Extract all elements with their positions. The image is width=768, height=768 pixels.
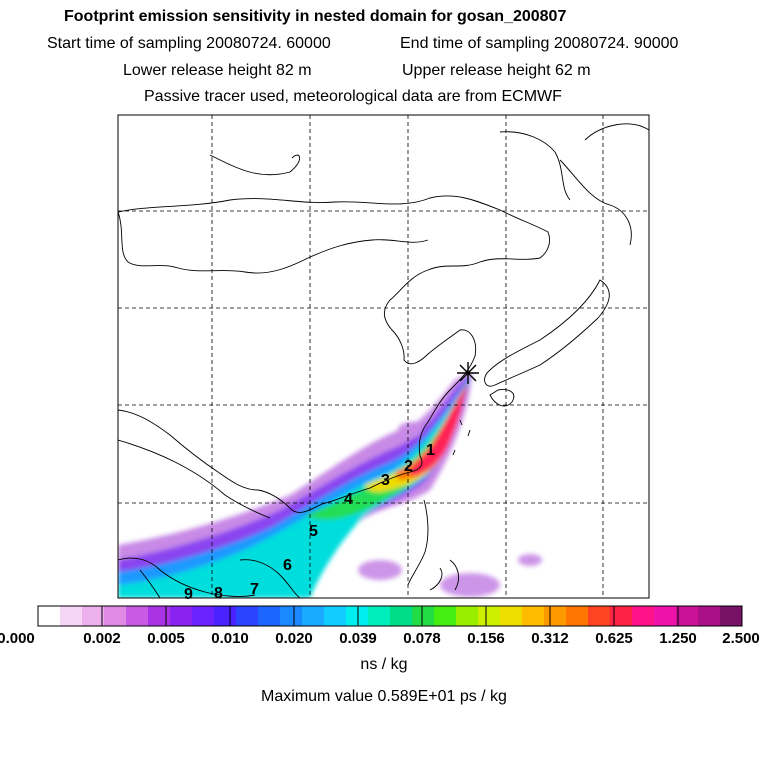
age-class-labels: 1 2 3 4 5 6 7 8 9 — [184, 442, 435, 603]
tracer-info: Passive tracer used, meteorological data… — [144, 88, 562, 105]
colorbar-swatch — [698, 606, 721, 626]
colorbar — [37, 605, 743, 627]
colorbar-tick-10: 1.250 — [659, 630, 697, 647]
colorbar-swatch — [434, 606, 457, 626]
age-label-9: 9 — [184, 586, 193, 603]
colorbar-tick-8: 0.312 — [531, 630, 569, 647]
colorbar-frame — [37, 605, 743, 627]
colorbar-swatch — [412, 606, 435, 626]
colorbar-swatch — [302, 606, 325, 626]
colorbar-swatch — [236, 606, 259, 626]
colorbar-tick-9: 0.625 — [595, 630, 633, 647]
colorbar-swatch — [522, 606, 545, 626]
colorbar-swatch — [478, 606, 501, 626]
colorbar-swatch — [214, 606, 237, 626]
colorbar-swatch — [60, 606, 83, 626]
release-site-marker — [457, 362, 479, 384]
colorbar-swatch — [346, 606, 369, 626]
colorbar-unit: ns / kg — [360, 656, 408, 673]
colorbar-swatch — [192, 606, 215, 626]
footprint-plume — [118, 372, 542, 598]
upper-release-height: Upper release height 62 m — [402, 62, 591, 79]
colorbar-swatch — [148, 606, 171, 626]
age-label-2: 2 — [404, 458, 413, 475]
age-label-3: 3 — [381, 472, 390, 489]
colorbar-tick-7: 0.156 — [467, 630, 505, 647]
colorbar-swatch — [588, 606, 611, 626]
colorbar-swatch — [676, 606, 699, 626]
map-frame — [117, 114, 650, 599]
colorbar-swatch — [390, 606, 413, 626]
max-value: Maximum value 0.589E+01 ps / kg — [261, 688, 507, 705]
colorbar-swatch — [544, 606, 567, 626]
lat-lon-grid — [118, 115, 649, 598]
plot-title: Footprint emission sensitivity in nested… — [64, 8, 567, 25]
colorbar-swatch — [632, 606, 655, 626]
colorbar-swatch — [654, 606, 677, 626]
colorbar-swatch — [258, 606, 281, 626]
colorbar-swatch — [126, 606, 149, 626]
colorbar-tick-5: 0.039 — [339, 630, 377, 647]
colorbar-swatch — [280, 606, 303, 626]
colorbar-swatch — [566, 606, 589, 626]
lower-release-height: Lower release height 82 m — [123, 62, 312, 79]
age-label-4: 4 — [344, 491, 353, 508]
colorbar-tick-1: 0.002 — [83, 630, 121, 647]
age-label-8: 8 — [214, 585, 223, 602]
colorbar-swatch — [368, 606, 391, 626]
colorbar-tick-3: 0.010 — [211, 630, 249, 647]
end-time: End time of sampling 20080724. 90000 — [400, 35, 679, 52]
colorbar-swatch — [38, 606, 61, 626]
colorbar-swatch — [720, 606, 743, 626]
colorbar-swatch — [82, 606, 105, 626]
start-time: Start time of sampling 20080724. 60000 — [47, 35, 331, 52]
colorbar-tick-4: 0.020 — [275, 630, 313, 647]
colorbar-tick-2: 0.005 — [147, 630, 185, 647]
colorbar-swatch — [104, 606, 127, 626]
colorbar-swatch — [500, 606, 523, 626]
coastlines — [118, 123, 649, 598]
colorbar-tick-0: 0.000 — [0, 630, 35, 647]
age-label-7: 7 — [250, 581, 259, 598]
age-label-5: 5 — [309, 523, 318, 540]
colorbar-swatch — [324, 606, 347, 626]
colorbar-swatch — [170, 606, 193, 626]
colorbar-tick-6: 0.078 — [403, 630, 441, 647]
colorbar-swatch — [456, 606, 479, 626]
age-label-6: 6 — [283, 557, 292, 574]
colorbar-swatch — [610, 606, 633, 626]
colorbar-tick-11: 2.500 — [722, 630, 760, 647]
age-label-1: 1 — [426, 442, 435, 459]
